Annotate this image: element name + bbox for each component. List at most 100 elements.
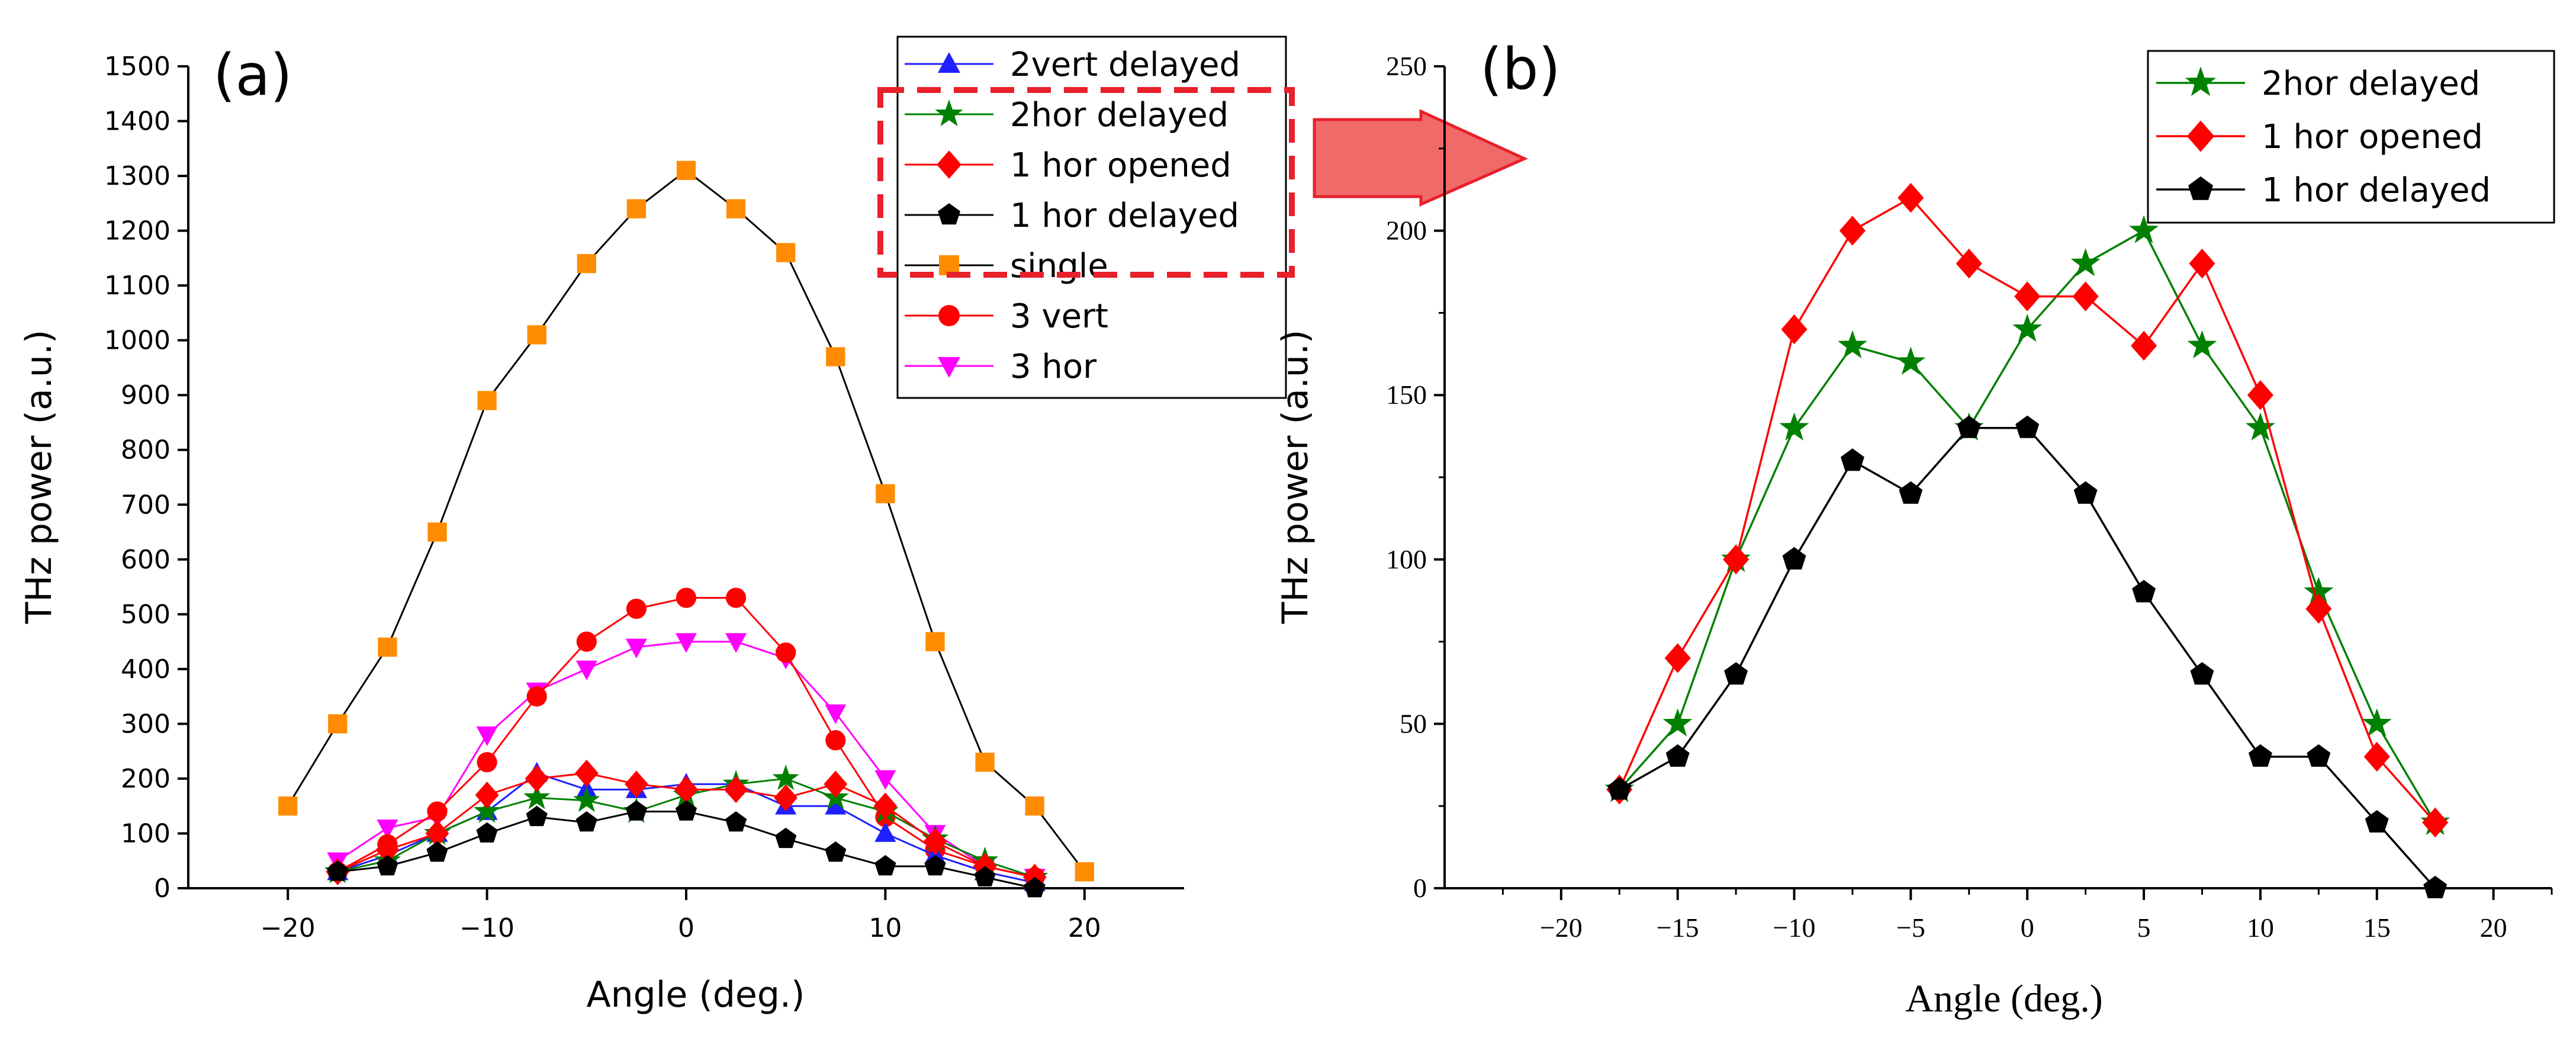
a-legend-label: 3 vert: [1010, 297, 1108, 336]
b-point-2hor-delayed: [2245, 412, 2275, 441]
highlight-dashed-box: [877, 87, 1295, 278]
a-point-3-hor: [676, 633, 697, 653]
a-y-tick-label: 1100: [104, 271, 171, 301]
a-legend-marker: [938, 203, 960, 225]
a-point-single: [826, 347, 845, 367]
b-series-1-hor-delayed: [1607, 415, 2448, 898]
a-point-1-hor-delayed: [874, 855, 896, 876]
panel-b-series: [1604, 182, 2450, 898]
a-x-tick-label: −20: [261, 913, 316, 943]
b-point-1-hor-opened: [2422, 807, 2449, 838]
a-point-1-hor-delayed: [924, 855, 946, 876]
b-x-tick-label: 15: [2363, 913, 2391, 943]
a-legend-label: 2hor delayed: [1010, 96, 1228, 134]
a-point-3-vert: [825, 730, 846, 751]
a-y-tick-label: 700: [121, 490, 171, 520]
a-point-3-hor: [825, 704, 847, 724]
b-point-1-hor-delayed: [2073, 481, 2098, 504]
a-point-single: [1025, 796, 1044, 816]
a-y-tick-label: 1400: [104, 107, 171, 137]
a-point-single: [278, 796, 298, 816]
a-point-single: [477, 391, 497, 410]
a-point-1-hor-opened: [574, 759, 599, 787]
a-legend-item-1-hor-opened: 1 hor opened: [905, 146, 1231, 185]
b-x-tick-label: 0: [2021, 913, 2034, 943]
a-point-3-vert: [776, 642, 796, 663]
b-point-1-hor-opened: [1898, 182, 1924, 213]
b-legend-item-2hor-delayed: 2hor delayed: [2156, 65, 2480, 103]
a-point-single: [626, 199, 647, 219]
a-point-1-hor-delayed: [974, 866, 996, 886]
b-point-2hor-delayed: [2129, 215, 2159, 243]
a-point-single: [378, 637, 397, 657]
a-legend-label: 3 hor: [1010, 348, 1097, 386]
a-legend-label: single: [1010, 247, 1108, 285]
a-legend-label: 1 hor delayed: [1010, 197, 1239, 235]
a-point-single: [975, 753, 995, 772]
a-point-2vert-delayed: [825, 795, 847, 815]
a-point-1-hor-delayed: [377, 855, 398, 876]
a-y-tick-label: 200: [121, 764, 171, 794]
b-y-tick-label: 200: [1386, 216, 1427, 246]
a-y-tick-label: 1200: [104, 216, 171, 246]
b-point-2hor-delayed: [2070, 248, 2101, 277]
a-point-1-hor-opened: [824, 770, 848, 798]
b-point-1-hor-opened: [2189, 248, 2215, 279]
a-point-3-hor: [725, 633, 747, 653]
panel-a-series: [278, 160, 1094, 898]
b-point-1-hor-opened: [2247, 380, 2273, 410]
b-x-tick-label: 10: [2247, 913, 2274, 943]
a-point-single: [726, 199, 746, 219]
b-y-tick-label: 0: [1413, 873, 1427, 903]
a-y-tick-label: 1300: [104, 161, 171, 191]
a-point-single: [876, 484, 895, 503]
panel-a-x-axis-label: Angle (deg.): [587, 974, 805, 1016]
panel-a-x-ticks: −20 −10 0 10 20: [261, 888, 1101, 943]
a-x-tick-label: 0: [678, 913, 694, 943]
a-legend-label: 2vert delayed: [1010, 46, 1240, 84]
a-y-tick-label: 800: [121, 435, 171, 465]
b-point-1-hor-opened: [1664, 643, 1691, 673]
b-point-2hor-delayed: [1896, 346, 1926, 375]
a-point-3-hor: [874, 770, 896, 790]
a-x-tick-label: 10: [869, 913, 902, 943]
b-x-tick-label: −10: [1773, 913, 1816, 943]
b-legend-marker: [2186, 120, 2215, 152]
a-y-tick-label: 300: [121, 709, 171, 739]
b-point-1-hor-opened: [1956, 248, 1982, 279]
b-point-1-hor-opened: [1839, 216, 1866, 246]
a-point-single: [328, 714, 348, 734]
a-point-1-hor-opened: [724, 776, 748, 804]
b-point-2hor-delayed: [1779, 412, 1809, 441]
b-point-1-hor-delayed: [1957, 415, 1981, 438]
a-point-1-hor-delayed: [476, 822, 498, 843]
a-point-1-hor-delayed: [526, 805, 548, 827]
a-x-tick-label: 20: [1068, 913, 1101, 943]
panel-b-label: (b): [1480, 36, 1561, 102]
a-y-tick-label: 1000: [104, 326, 171, 356]
b-point-1-hor-opened: [2363, 741, 2390, 772]
b-x-tick-label: −15: [1657, 913, 1699, 943]
a-point-3-vert: [576, 631, 597, 652]
b-point-1-hor-opened: [1781, 314, 1808, 345]
b-legend-marker: [2188, 176, 2213, 200]
a-point-single: [527, 325, 546, 345]
a-legend-marker: [938, 305, 960, 326]
a-point-1-hor-delayed: [675, 800, 697, 821]
b-legend-label: 1 hor delayed: [2262, 171, 2491, 210]
panel-a-legend: 2vert delayed 2hor delayed 1 hor opened 1 h…: [896, 36, 1287, 399]
b-point-1-hor-delayed: [1899, 481, 1923, 504]
b-point-1-hor-opened: [2305, 593, 2332, 624]
a-y-tick-label: 500: [121, 599, 171, 629]
a-point-3-hor: [575, 660, 597, 680]
b-point-1-hor-delayed: [1841, 448, 1864, 471]
a-x-tick-label: −10: [459, 913, 514, 943]
a-legend-item-1-hor-delayed: 1 hor delayed: [905, 197, 1239, 235]
a-series-1-hor-delayed: [327, 800, 1046, 898]
a-point-single: [577, 253, 596, 274]
a-series-single: [278, 160, 1094, 882]
connector-arrow-icon: [1313, 109, 1529, 207]
b-point-1-hor-opened: [2072, 281, 2099, 311]
a-legend-item-2hor-delayed: 2hor delayed: [905, 96, 1228, 134]
b-y-tick-label: 250: [1386, 51, 1427, 81]
